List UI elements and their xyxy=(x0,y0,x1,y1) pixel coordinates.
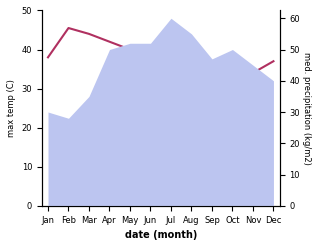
Y-axis label: max temp (C): max temp (C) xyxy=(7,79,16,137)
X-axis label: date (month): date (month) xyxy=(125,230,197,240)
Y-axis label: med. precipitation (kg/m2): med. precipitation (kg/m2) xyxy=(302,52,311,165)
